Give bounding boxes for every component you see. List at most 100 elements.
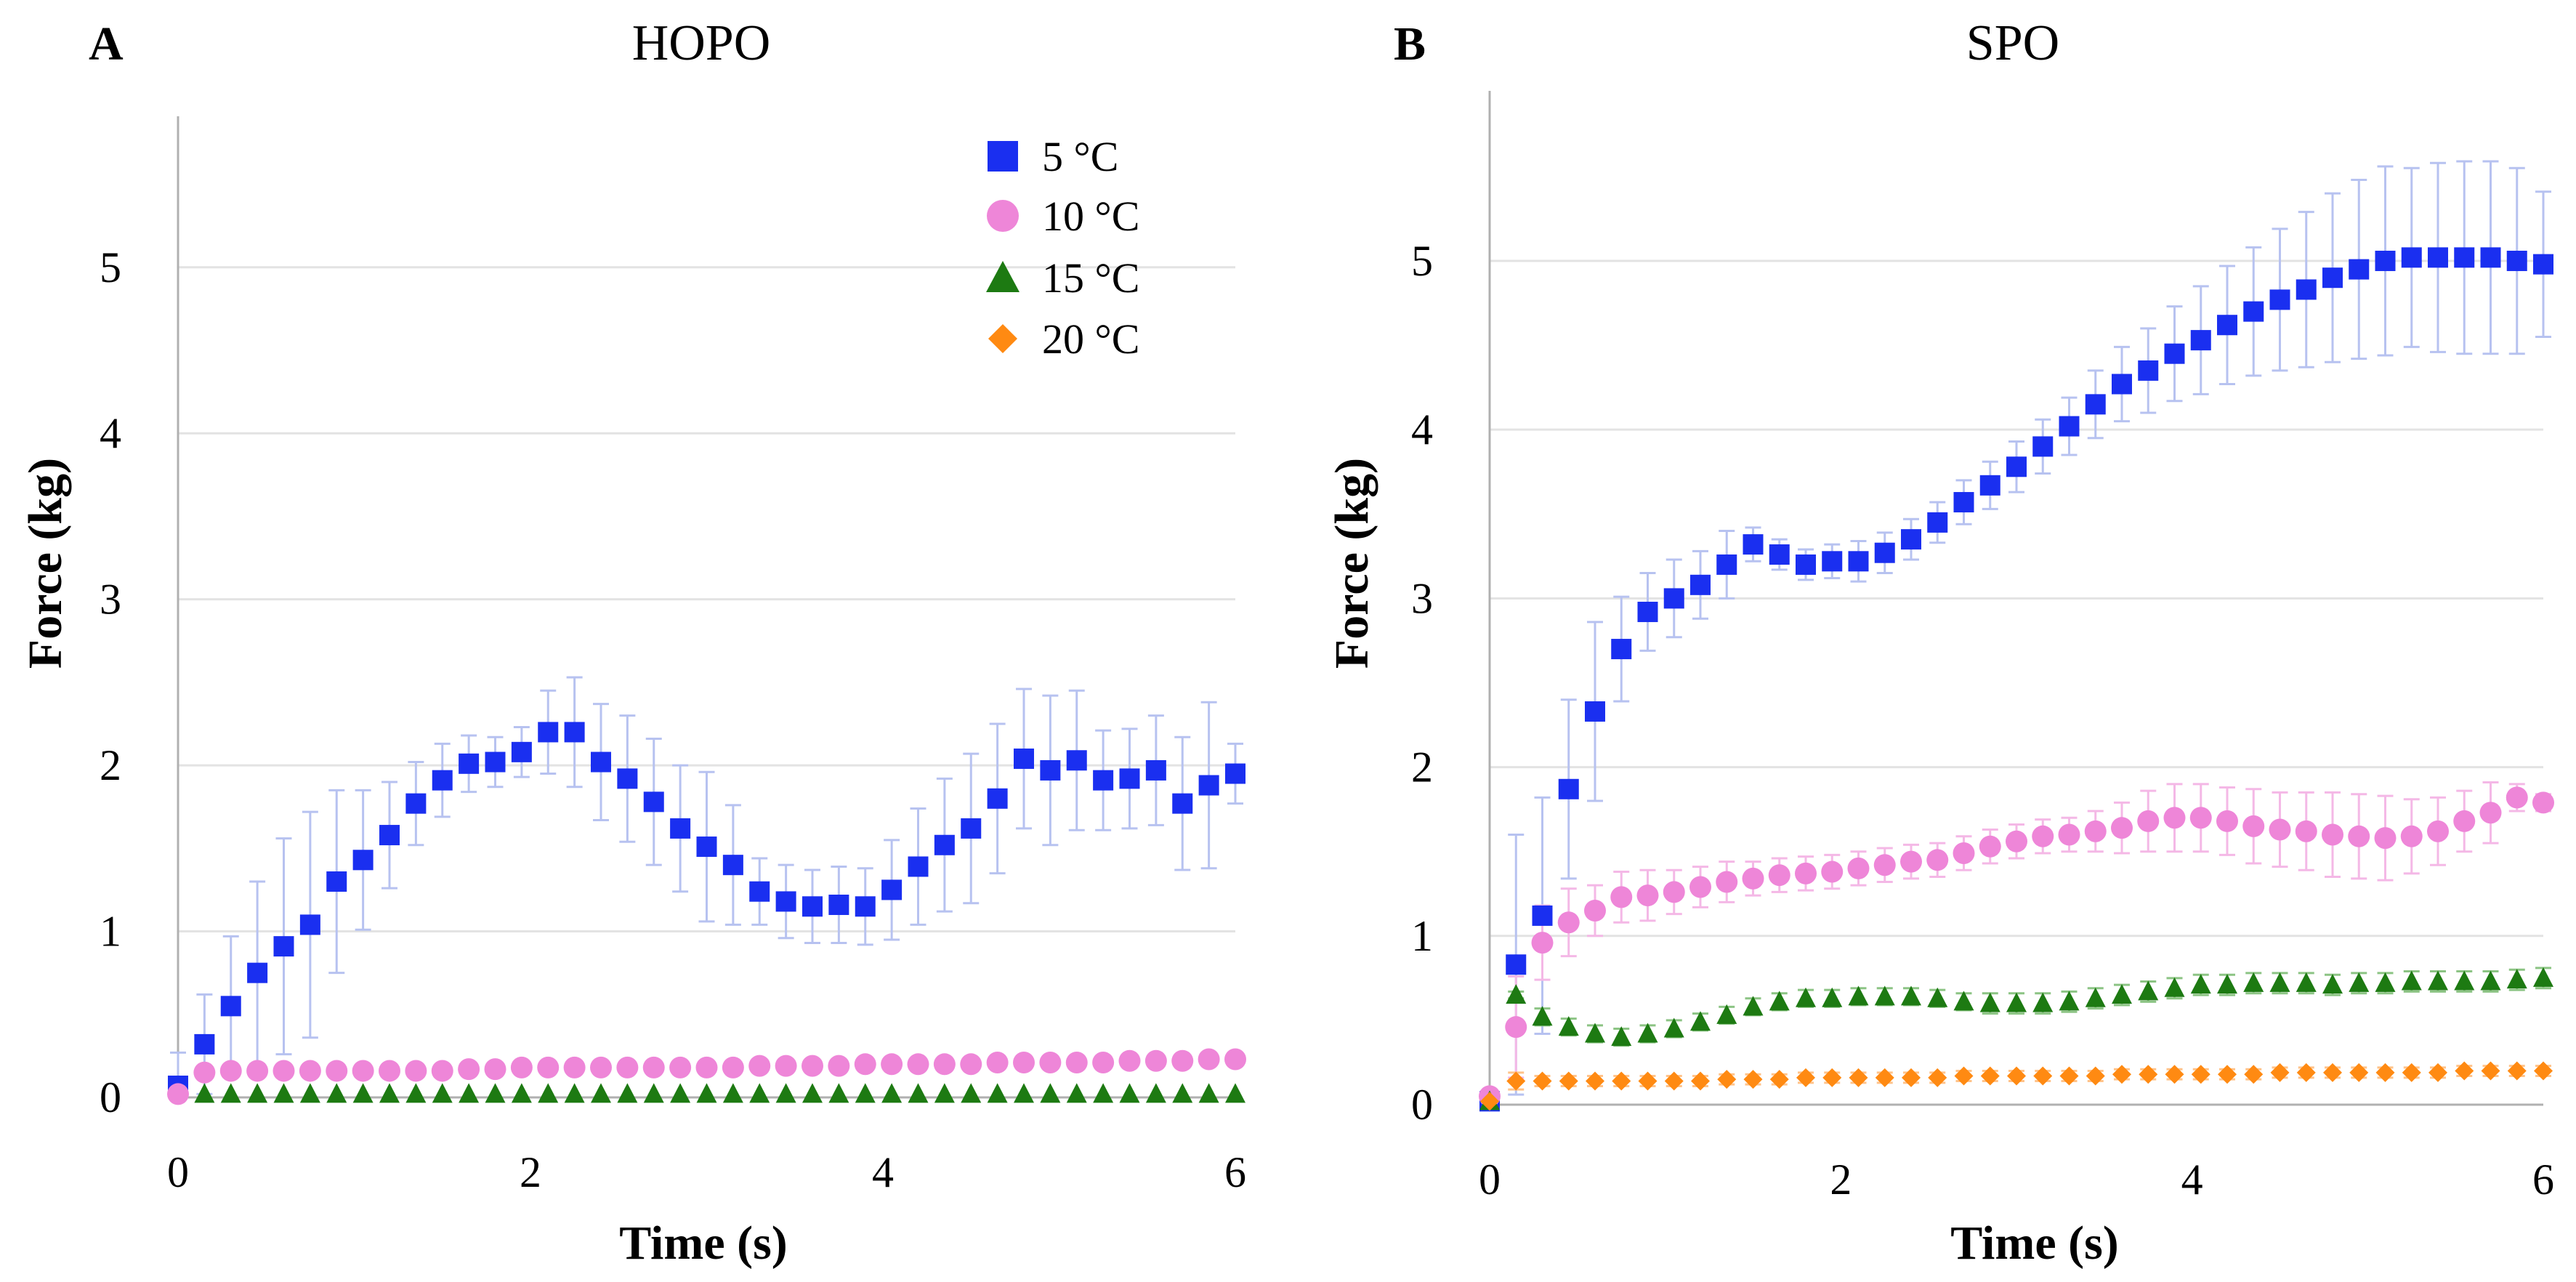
- panel-a-point-15c: [987, 1083, 1008, 1103]
- panel-b-point-15c: [1848, 985, 1869, 1006]
- panel-b-point-5c: [2112, 374, 2132, 395]
- panel-a-point-15c: [696, 1083, 717, 1103]
- panel-b-point-10c: [2137, 810, 2160, 832]
- panel-a-point-5c: [459, 753, 480, 774]
- panel-a-point-10c: [537, 1056, 560, 1079]
- panel-b-point-5c: [1822, 551, 1843, 572]
- panel-a-point-10c: [881, 1053, 903, 1076]
- panel-b-point-10c: [2348, 825, 2370, 847]
- panel-b-point-15c: [2006, 992, 2027, 1012]
- panel-a-data-points: [167, 722, 1246, 1105]
- panel-b-point-20c: [2270, 1063, 2290, 1082]
- panel-b-point-10c: [1795, 862, 1817, 884]
- panel-a-letter: A: [89, 17, 124, 70]
- panel-a-point-15c: [722, 1083, 743, 1103]
- panel-a-point-10c: [695, 1056, 718, 1079]
- panel-b-point-20c: [2033, 1066, 2053, 1086]
- panel-a-point-10c: [458, 1058, 480, 1081]
- panel-a-point-5c: [220, 996, 241, 1017]
- panel-a-point-5c: [961, 818, 982, 839]
- panel-a-point-10c: [167, 1083, 189, 1105]
- panel-a-point-5c: [908, 856, 929, 877]
- panel-b-y-axis-label: Force (kg): [1325, 458, 1378, 669]
- panel-b-point-15c: [1901, 985, 1921, 1006]
- panel-a-point-15c: [326, 1083, 347, 1103]
- panel-a-x-tick-label: 4: [872, 1148, 894, 1196]
- panel-b-point-5c: [1506, 954, 1527, 975]
- panel-b-title: SPO: [1966, 15, 2059, 71]
- panel-b-y-tick-label: 5: [1411, 237, 1433, 285]
- panel-b-point-5c: [1769, 544, 1790, 565]
- panel-b-point-10c: [2295, 820, 2317, 842]
- panel-a-point-10c: [1198, 1048, 1220, 1071]
- panel-a-point-5c: [405, 793, 427, 814]
- panel-b-point-5c: [2085, 394, 2106, 415]
- panel-a-point-10c: [775, 1055, 797, 1077]
- panel-b-point-20c: [2507, 1061, 2527, 1081]
- panel-a-point-15c: [934, 1083, 955, 1103]
- panel-a-point-5c: [511, 741, 532, 762]
- panel-a-point-15c: [828, 1083, 849, 1103]
- panel-a-point-5c: [485, 751, 506, 773]
- panel-b-point-20c: [1743, 1070, 1763, 1089]
- panel-a-point-5c: [987, 788, 1008, 809]
- panel-a-hopo: A HOPO 0 2 4 6 0 1 2 3 4 5 Time (s) Force (kg) 5…: [19, 15, 1246, 1270]
- panel-a-point-15c: [1093, 1083, 1114, 1103]
- panel-a-point-10c: [219, 1060, 242, 1082]
- panel-b-point-20c: [1717, 1070, 1737, 1089]
- panel-b-point-20c: [1533, 1071, 1552, 1091]
- panel-b-point-20c: [2086, 1066, 2105, 1086]
- panel-b-point-15c: [2085, 987, 2106, 1007]
- panel-a-point-10c: [1092, 1052, 1115, 1074]
- panel-b-x-tick-labels: 0 2 4 6: [1479, 1156, 2554, 1204]
- panel-b-point-15c: [2164, 977, 2185, 997]
- panel-a-point-5c: [591, 751, 611, 773]
- panel-b-point-5c: [2296, 279, 2317, 300]
- panel-a-point-5c: [670, 818, 691, 839]
- panel-a-point-15c: [670, 1083, 691, 1103]
- panel-b-spo: B SPO 0 2 4 6 0 1 2 3 4 5 Time (s) Force (kg): [1325, 15, 2554, 1270]
- legend: 5 °C 10 °C 15 °C 20 °C: [986, 133, 1139, 363]
- panel-b-point-20c: [1849, 1068, 1868, 1087]
- panel-a-point-15c: [538, 1083, 559, 1103]
- panel-b-point-15c: [1822, 987, 1843, 1007]
- panel-b-point-10c: [2242, 815, 2265, 837]
- panel-b-point-5c: [2375, 250, 2396, 271]
- panel-b-point-10c: [2032, 825, 2054, 847]
- panel-a-point-15c: [1066, 1083, 1087, 1103]
- legend-diamond-icon: [988, 324, 1017, 353]
- panel-a-point-15c: [220, 1083, 241, 1103]
- panel-a-point-5c: [326, 871, 347, 892]
- panel-a-y-tick-label: 1: [100, 908, 121, 956]
- panel-b-point-15c: [1796, 987, 1816, 1007]
- panel-b-point-10c: [1716, 871, 1738, 893]
- panel-b-point-20c: [2007, 1066, 2026, 1086]
- panel-b-point-10c: [2322, 823, 2343, 846]
- panel-b-point-20c: [2428, 1063, 2447, 1082]
- panel-a-point-10c: [299, 1060, 321, 1082]
- panel-b-x-tick-label: 0: [1479, 1156, 1501, 1204]
- panel-b-point-15c: [1506, 984, 1527, 1004]
- panel-a-y-tick-labels: 0 1 2 3 4 5: [100, 243, 121, 1121]
- panel-b-y-tick-label: 1: [1411, 912, 1433, 960]
- panel-a-point-10c: [907, 1053, 929, 1076]
- panel-a-point-5c: [722, 855, 743, 876]
- panel-a-point-5c: [538, 722, 559, 743]
- panel-b-point-15c: [1874, 985, 1895, 1006]
- panel-b-y-tick-label: 3: [1411, 574, 1433, 622]
- panel-b-point-5c: [2243, 301, 2264, 322]
- panel-a-point-5c: [1172, 793, 1193, 814]
- panel-a-point-15c: [379, 1083, 400, 1103]
- panel-b-point-10c: [2111, 817, 2133, 839]
- panel-b-point-20c: [2218, 1065, 2237, 1084]
- panel-b-point-10c: [2453, 810, 2476, 832]
- panel-b-point-5c: [1901, 529, 1921, 550]
- panel-b-point-5c: [2428, 247, 2448, 268]
- legend-item-5c: 5 °C: [988, 133, 1118, 180]
- panel-a-point-10c: [193, 1061, 216, 1084]
- panel-b-point-5c: [1637, 601, 1658, 622]
- panel-b-point-5c: [1979, 475, 2000, 496]
- panel-a-point-5c: [1040, 759, 1061, 781]
- panel-b-point-15c: [2269, 972, 2290, 992]
- panel-b-point-5c: [1743, 534, 1764, 555]
